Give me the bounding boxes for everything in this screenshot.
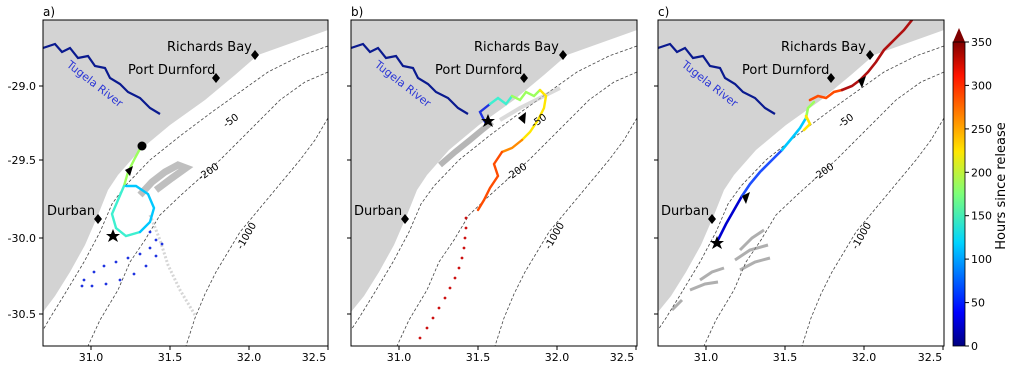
y-axis: [39, 85, 43, 315]
x-tick-label: 32.0: [852, 351, 877, 364]
river: [658, 42, 776, 115]
land: [43, 20, 328, 312]
trajectory-dots: [418, 216, 468, 340]
colorbar-title: Hours since release: [994, 122, 1009, 250]
panel-a: a): [8, 5, 329, 364]
land: [658, 20, 944, 312]
river: [351, 42, 469, 115]
place-label-richards-bay: Richards Bay: [167, 40, 252, 55]
y-tick-label: -30.0: [8, 232, 36, 245]
place-label-port-durnford: Port Durnford: [128, 63, 215, 78]
x-tick-label: 31.5: [466, 351, 491, 364]
place-label-richards-bay: Richards Bay: [781, 40, 866, 55]
x-tick-label: 31.5: [158, 351, 183, 364]
colorbar-tick-label: 250: [971, 123, 992, 136]
release-star: [106, 229, 120, 242]
x-tick-label: 31.0: [79, 351, 104, 364]
colorbar: 0 50 100 150 200 250 300 350 Hours since…: [952, 28, 1009, 353]
trajectory: [716, 20, 914, 242]
colorbar-tick-label: 200: [971, 166, 992, 179]
end-marker: [137, 141, 147, 151]
richards-bay-marker: [251, 50, 259, 60]
panel-label: c): [658, 5, 669, 19]
colorbar-tick-label: 0: [971, 340, 978, 353]
y-axis: [654, 85, 658, 315]
place-label-richards-bay: Richards Bay: [474, 40, 559, 55]
grey-tail: [498, 86, 561, 122]
y-tick-label: -29.5: [8, 154, 36, 167]
contour-200: [703, 71, 944, 346]
panel-b: b): [347, 5, 638, 364]
grey-particles: [137, 161, 194, 198]
colorbar-tick-label: 350: [971, 36, 992, 49]
contour-1000: [185, 117, 328, 346]
y-tick-label: -29.0: [8, 80, 36, 93]
land: [351, 20, 637, 312]
colorbar-tick-label: 50: [971, 297, 985, 310]
durban-marker: [401, 214, 409, 224]
colorbar-gradient: [952, 41, 966, 347]
contour-50: [351, 45, 637, 331]
panel-label: a): [43, 5, 55, 19]
x-tick-label: 32.0: [545, 351, 570, 364]
colorbar-extend-arrow: [953, 28, 965, 42]
port-durnford-marker: [212, 73, 220, 83]
panel-c: c): [654, 5, 945, 364]
richards-bay-marker: [559, 50, 567, 60]
x-tick-label: 32.5: [918, 351, 943, 364]
contour-50: [658, 45, 944, 331]
y-tick-label: -30.5: [8, 308, 36, 321]
release-star: [481, 114, 495, 127]
place-label-port-durnford: Port Durnford: [435, 63, 522, 78]
trajectory-dots: [80, 230, 164, 288]
contour-50: [43, 45, 328, 331]
trajectory: [110, 143, 156, 238]
panel-label: b): [351, 5, 363, 19]
trajectory: [476, 88, 548, 212]
x-tick-label: 31.5: [773, 351, 798, 364]
direction-arrow-2: [858, 76, 866, 88]
grey-tail: [148, 214, 197, 316]
contour-1000: [801, 117, 944, 346]
durban-marker: [94, 214, 102, 224]
colorbar-tick-label: 300: [971, 79, 992, 92]
place-label-durban: Durban: [47, 204, 95, 219]
colorbar-tick-label: 150: [971, 210, 992, 223]
contour-200: [396, 71, 637, 346]
colorbar-tick-label: 100: [971, 253, 992, 266]
x-tick-label: 31.0: [694, 351, 719, 364]
port-durnford-marker: [520, 73, 528, 83]
x-axis: [90, 346, 329, 350]
direction-arrow: [518, 112, 526, 124]
grey-particles: [670, 228, 771, 312]
x-tick-label: 32.5: [610, 351, 635, 364]
direction-arrow: [742, 192, 750, 204]
x-tick-label: 32.0: [237, 351, 262, 364]
river: [43, 42, 161, 115]
grey-particles: [438, 119, 494, 168]
place-label-durban: Durban: [661, 204, 709, 219]
place-label-durban: Durban: [354, 204, 402, 219]
x-tick-label: 31.0: [387, 351, 412, 364]
y-axis: [347, 85, 351, 315]
place-label-port-durnford: Port Durnford: [742, 63, 829, 78]
port-durnford-marker: [827, 73, 835, 83]
x-tick-label: 32.5: [302, 351, 327, 364]
x-axis: [398, 346, 637, 350]
release-star: [710, 236, 724, 249]
direction-arrow: [125, 166, 133, 176]
x-axis: [705, 346, 944, 350]
durban-marker: [708, 214, 716, 224]
richards-bay-marker: [866, 50, 874, 60]
contour-1000: [494, 117, 637, 346]
contour-200: [87, 71, 328, 346]
